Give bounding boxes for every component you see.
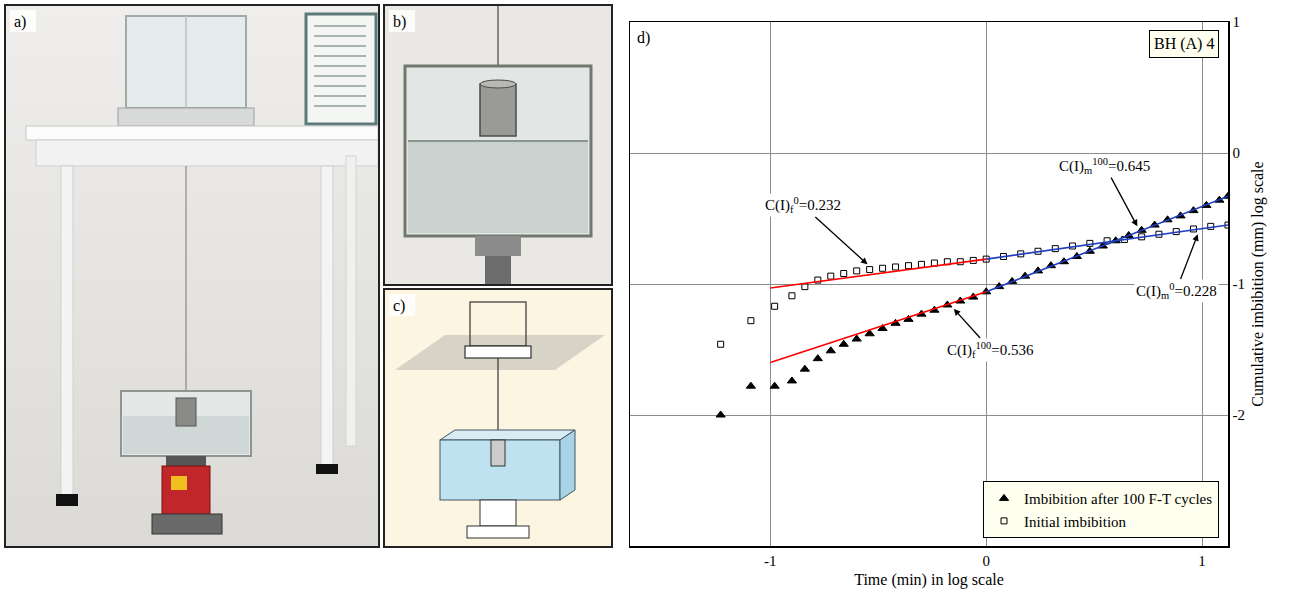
svg-text:1: 1 [1198, 553, 1206, 569]
svg-text:d): d) [637, 29, 650, 47]
svg-text:BH (A) 4: BH (A) 4 [1154, 35, 1214, 53]
svg-text:0: 0 [982, 553, 990, 569]
svg-text:1: 1 [1233, 14, 1241, 30]
svg-text:Cumulative imbibition (mm) log: Cumulative imbibition (mm) log scale [1249, 161, 1267, 406]
svg-text:Imbibition after 100 F-T cycle: Imbibition after 100 F-T cycles [1024, 491, 1212, 507]
svg-text:-1: -1 [764, 553, 777, 569]
svg-text:-2: -2 [1233, 407, 1246, 423]
svg-text:-1: -1 [1233, 276, 1246, 292]
svg-text:0: 0 [1233, 145, 1241, 161]
svg-text:Time (min) in log scale: Time (min) in log scale [854, 571, 1004, 589]
svg-text:C(I)​m​​100​=0.645: C(I)​m​​100​=0.645 [1059, 156, 1150, 176]
svg-text:c): c) [393, 297, 405, 315]
svg-text:Initial imbibition: Initial imbibition [1024, 514, 1127, 530]
svg-text:C(I)​m​​0​=0.228: C(I)​m​​0​=0.228 [1136, 281, 1217, 301]
svg-text:a): a) [14, 13, 26, 31]
svg-text:b): b) [393, 13, 406, 31]
svg-text:C(I)​f​​0​=0.232: C(I)​f​​0​=0.232 [765, 195, 841, 215]
svg-text:C(I)​f​​100​=0.536: C(I)​f​​100​=0.536 [947, 340, 1034, 360]
